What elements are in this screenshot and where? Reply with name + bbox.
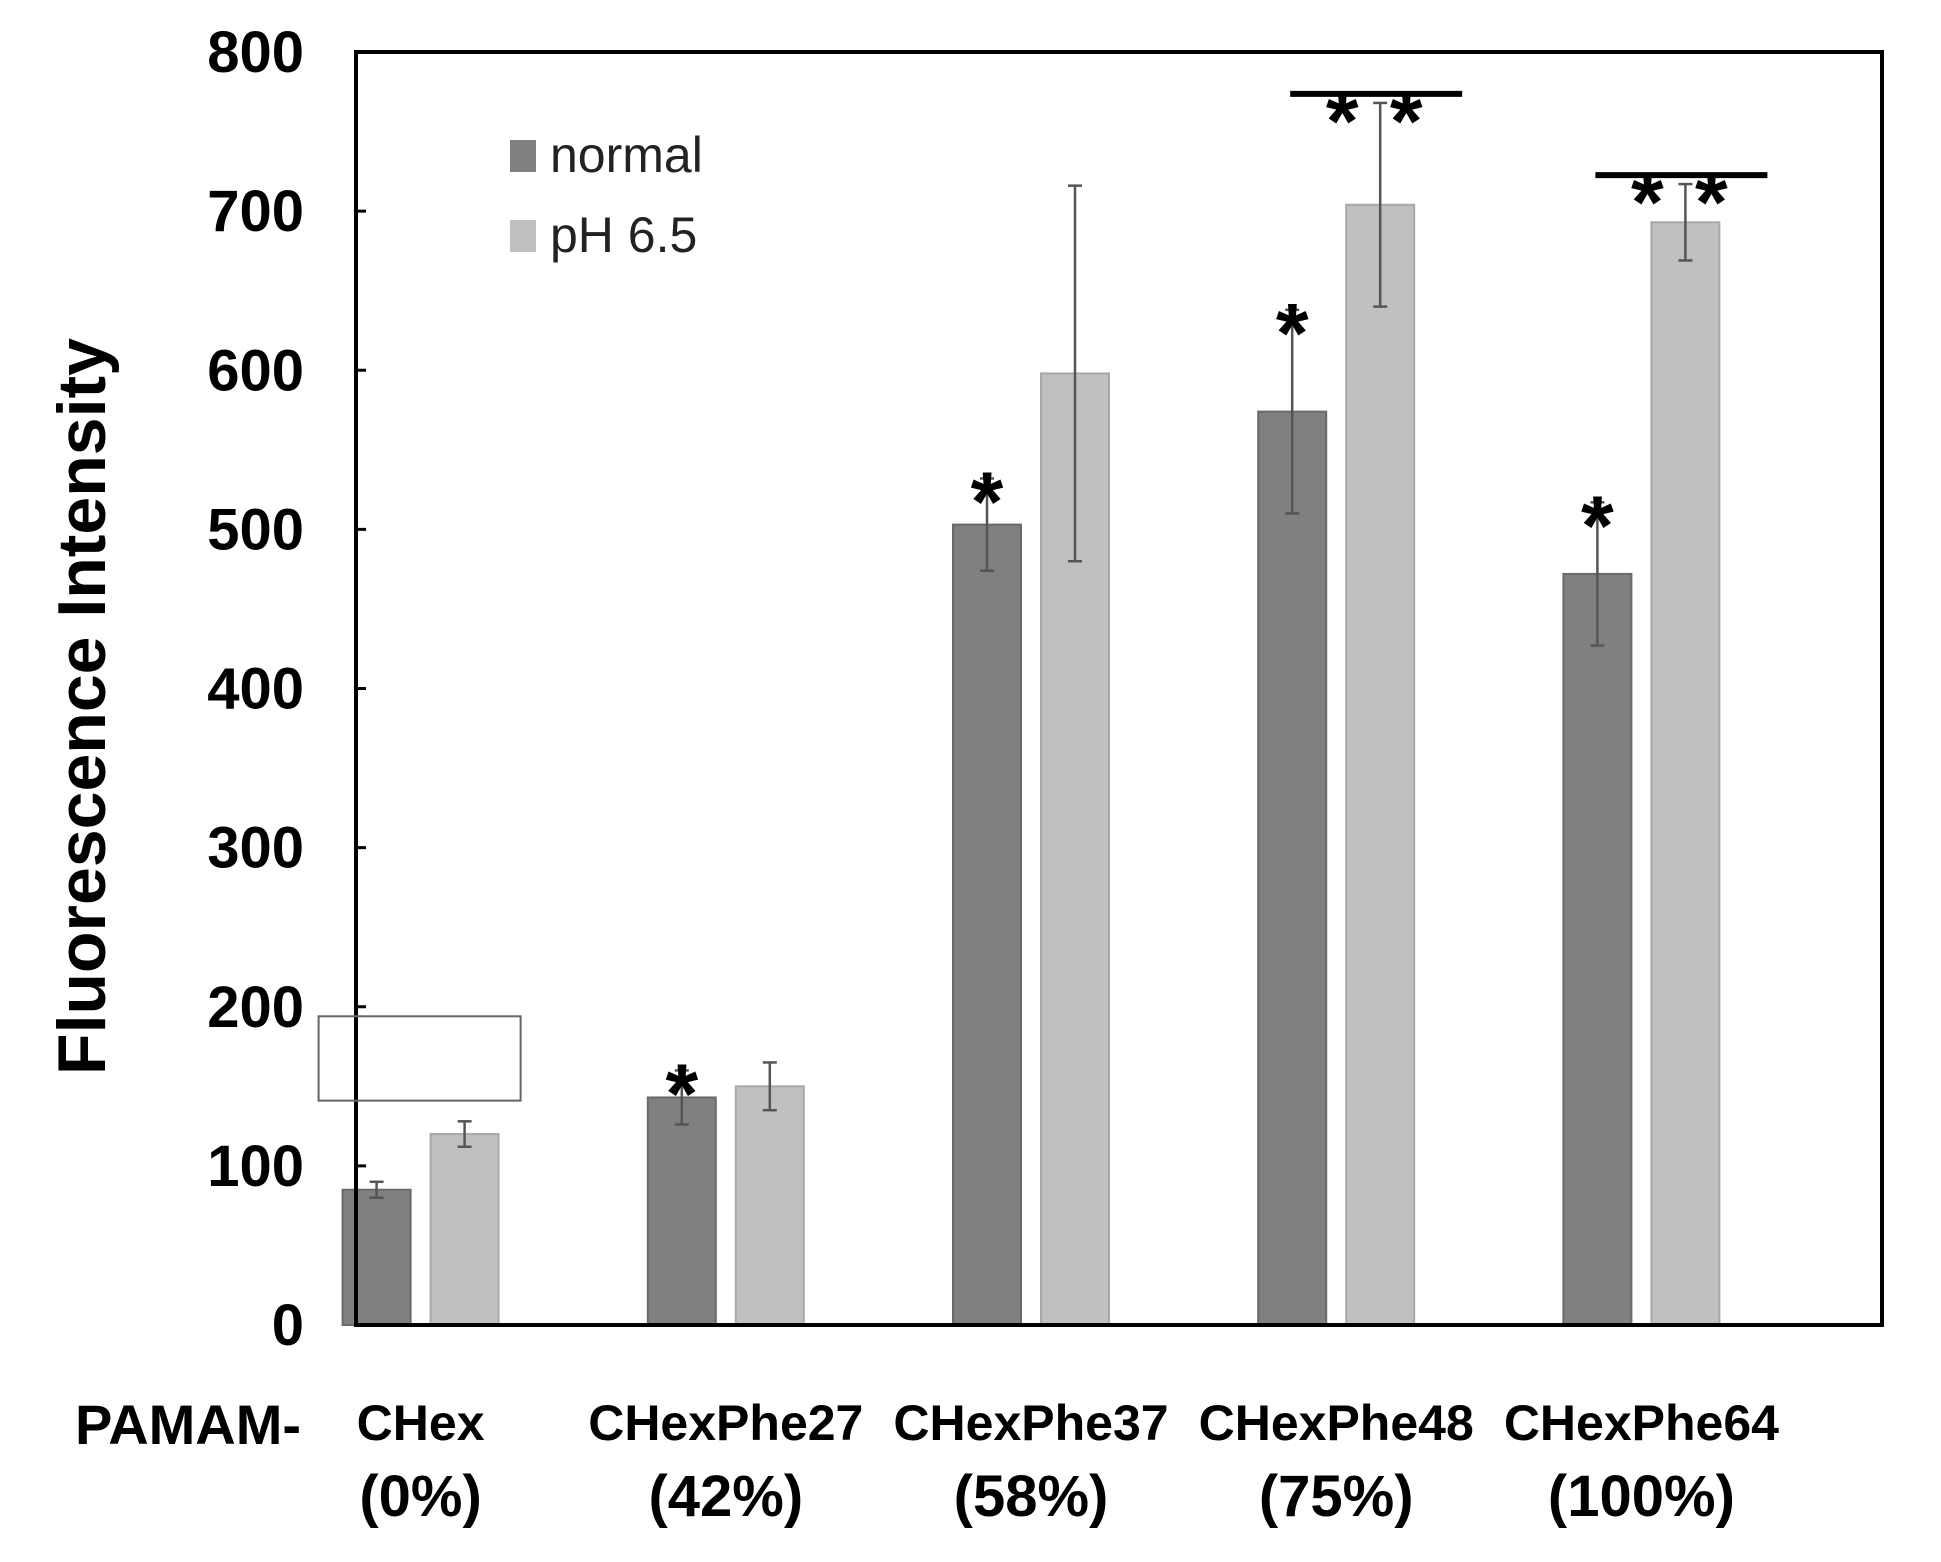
- y-tick-label: 500: [207, 497, 304, 562]
- bar-normal: [646, 1096, 717, 1327]
- legend-label-normal: normal: [550, 127, 703, 183]
- bar-normal: [341, 1188, 412, 1327]
- bar-normal: [952, 523, 1022, 1326]
- bar-ph65: [1345, 203, 1416, 1326]
- legend: normal pH 6.5: [510, 127, 703, 263]
- x-category-name: CHexPhe37: [893, 1395, 1168, 1451]
- bar-normal: [1562, 572, 1633, 1326]
- bar-ph65: [1650, 221, 1721, 1326]
- legend-swatch-normal: [510, 140, 536, 172]
- x-category-name: CHexPhe64: [1504, 1395, 1779, 1451]
- bar-normal: [1257, 410, 1328, 1326]
- x-category-percent: (58%): [954, 1464, 1109, 1529]
- y-tick-label: 200: [207, 975, 304, 1040]
- y-tick-label: 300: [207, 816, 304, 881]
- significance-annotations: * * * * * * * *: [665, 74, 1768, 1140]
- y-tick-label: 700: [207, 179, 304, 244]
- significance-star: *: [1581, 478, 1614, 572]
- significance-star: *: [665, 1046, 698, 1140]
- error-bars: [369, 101, 1693, 1199]
- y-tick-label: 800: [207, 20, 304, 85]
- x-category-labels: CHex (0%) CHexPhe27 (42%) CHexPhe37 (58%) CHex…: [357, 1395, 1779, 1529]
- x-category-name: CHexPhe48: [1199, 1395, 1474, 1451]
- x-category-percent: (0%): [359, 1464, 481, 1529]
- plot-frame: [354, 50, 1884, 1327]
- y-tick-label: 600: [207, 338, 304, 403]
- x-axis-prefix-label: PAMAM-: [75, 1393, 301, 1456]
- y-tick-label: 0: [272, 1293, 304, 1358]
- significance-star: *: [1276, 286, 1309, 380]
- significance-double-star: * *: [1326, 74, 1427, 168]
- x-category-name: CHexPhe27: [588, 1395, 863, 1451]
- y-tick-labels: 0 100 200 300 400 500 600 700 800: [207, 20, 304, 1358]
- significance-star: *: [971, 454, 1004, 548]
- x-category-percent: (42%): [648, 1464, 803, 1529]
- y-axis-title: Fluorescence Intensity: [44, 338, 120, 1075]
- x-category-percent: (100%): [1548, 1464, 1735, 1529]
- x-category-percent: (75%): [1259, 1464, 1414, 1529]
- blank-label-box: [317, 1015, 522, 1102]
- bars: [341, 203, 1721, 1327]
- significance-double-star: * *: [1631, 155, 1732, 249]
- legend-label-ph65: pH 6.5: [550, 207, 697, 263]
- legend-swatch-ph65: [510, 220, 536, 252]
- bar-ph65: [429, 1133, 500, 1327]
- bar-ph65: [734, 1085, 805, 1326]
- y-tick-label: 400: [207, 657, 304, 722]
- x-category-name: CHex: [357, 1395, 485, 1451]
- y-tick-label: 100: [207, 1134, 304, 1199]
